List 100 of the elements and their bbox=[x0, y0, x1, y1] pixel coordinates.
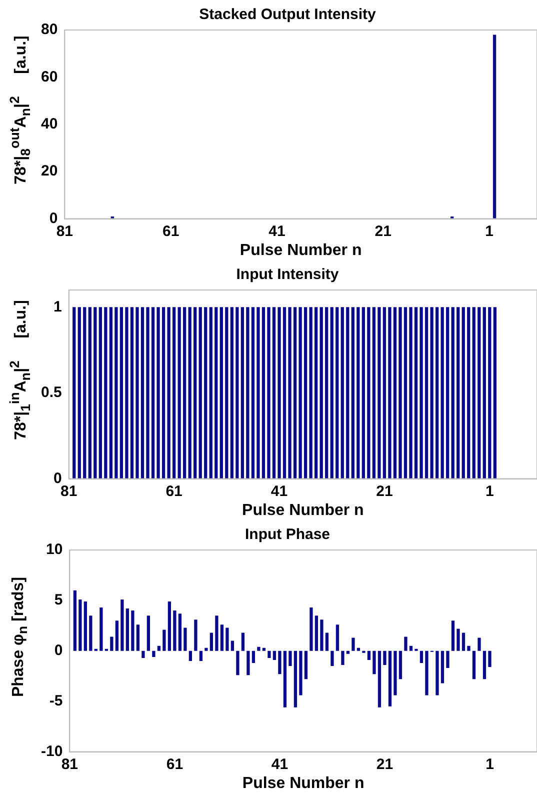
bar bbox=[456, 628, 460, 651]
x-tick-label: 21 bbox=[376, 756, 394, 773]
bar bbox=[383, 650, 386, 666]
chart-title: Input Phase bbox=[244, 526, 330, 544]
bar bbox=[210, 632, 214, 651]
bar bbox=[288, 650, 292, 666]
bar bbox=[482, 650, 486, 680]
bar bbox=[398, 650, 402, 680]
y-tick-label: 0.5 bbox=[40, 384, 62, 402]
bar bbox=[488, 650, 492, 668]
bar bbox=[120, 599, 124, 651]
bar bbox=[126, 608, 130, 651]
bar bbox=[236, 650, 240, 676]
bar bbox=[89, 616, 92, 651]
bar bbox=[100, 608, 103, 651]
y-tick-label: 1 bbox=[54, 298, 62, 316]
bar bbox=[425, 650, 428, 696]
bar bbox=[194, 620, 198, 651]
bar bbox=[146, 616, 150, 651]
x-axis-title: Pulse Number n bbox=[242, 774, 364, 792]
bar bbox=[336, 624, 340, 651]
bar bbox=[241, 632, 245, 651]
bar bbox=[152, 650, 156, 657]
bar bbox=[157, 646, 161, 651]
bar bbox=[204, 648, 208, 651]
bar bbox=[215, 616, 218, 651]
x-axis-title: Pulse Number n bbox=[242, 502, 364, 519]
x-tick-label: 1 bbox=[485, 482, 494, 500]
x-tick-label: 81 bbox=[56, 222, 74, 240]
y-tick-label: 40 bbox=[40, 116, 58, 133]
x-tick-label: 61 bbox=[166, 756, 184, 773]
x-tick-label: 1 bbox=[485, 222, 494, 240]
bar bbox=[314, 616, 318, 651]
bar bbox=[168, 601, 172, 651]
x-tick-label: 21 bbox=[376, 482, 393, 500]
bar bbox=[467, 646, 470, 651]
bar bbox=[462, 632, 466, 651]
bar bbox=[178, 614, 182, 651]
bar bbox=[299, 650, 302, 696]
bar bbox=[341, 650, 344, 666]
bar bbox=[372, 650, 376, 674]
y-tick-label: 0 bbox=[54, 642, 63, 660]
bar bbox=[367, 650, 371, 660]
bar bbox=[409, 646, 413, 651]
bar bbox=[404, 636, 408, 651]
bar bbox=[162, 630, 166, 651]
bar bbox=[226, 628, 229, 651]
y-tick-label: 0 bbox=[49, 210, 58, 227]
bar bbox=[310, 608, 313, 651]
bar bbox=[278, 650, 282, 674]
bar bbox=[440, 650, 444, 684]
bar bbox=[451, 620, 455, 651]
bar bbox=[272, 650, 276, 660]
bar bbox=[268, 650, 271, 658]
bar bbox=[131, 610, 134, 651]
bar bbox=[394, 650, 397, 696]
bar bbox=[262, 648, 266, 651]
x-tick-label: 21 bbox=[374, 222, 392, 240]
bar bbox=[220, 624, 224, 651]
y-tick-label: 5 bbox=[54, 592, 63, 609]
bar bbox=[246, 650, 250, 676]
y-tick-label: 20 bbox=[40, 162, 58, 180]
bar bbox=[142, 650, 145, 658]
chart-title: Stacked Output Intensity bbox=[199, 6, 376, 24]
bar bbox=[73, 590, 77, 651]
bar bbox=[115, 620, 119, 651]
bar bbox=[230, 640, 234, 651]
y-tick-label: 0 bbox=[54, 470, 62, 487]
bar bbox=[325, 632, 329, 651]
x-tick-label: 61 bbox=[166, 482, 182, 500]
x-tick-label: 41 bbox=[268, 222, 286, 240]
chart-title: Input Intensity bbox=[236, 266, 340, 284]
y-tick-label: 60 bbox=[40, 68, 58, 86]
bar bbox=[388, 650, 392, 706]
bar bbox=[283, 650, 287, 708]
bar bbox=[173, 610, 176, 651]
x-tick-label: 81 bbox=[61, 756, 78, 773]
x-tick-label: 1 bbox=[486, 756, 494, 773]
bar bbox=[257, 646, 260, 651]
bar bbox=[304, 650, 308, 680]
bar bbox=[446, 650, 450, 668]
bar bbox=[320, 620, 324, 651]
bar bbox=[294, 650, 298, 708]
y-tick-label: -10 bbox=[40, 742, 63, 760]
bar bbox=[436, 650, 439, 696]
bar bbox=[199, 650, 203, 661]
bar bbox=[346, 650, 350, 654]
x-axis-title: Pulse Number n bbox=[240, 242, 362, 259]
y-tick-label: -5 bbox=[49, 692, 63, 710]
bar bbox=[472, 650, 476, 680]
x-tick-label: 41 bbox=[271, 756, 288, 773]
bar bbox=[184, 628, 187, 651]
x-tick-label: 61 bbox=[162, 222, 180, 240]
bar bbox=[478, 638, 481, 651]
bar bbox=[356, 648, 360, 651]
bar bbox=[330, 650, 334, 666]
y-tick-label: 10 bbox=[46, 541, 63, 558]
bar bbox=[252, 650, 256, 664]
bar bbox=[420, 650, 424, 664]
bar bbox=[378, 650, 382, 708]
